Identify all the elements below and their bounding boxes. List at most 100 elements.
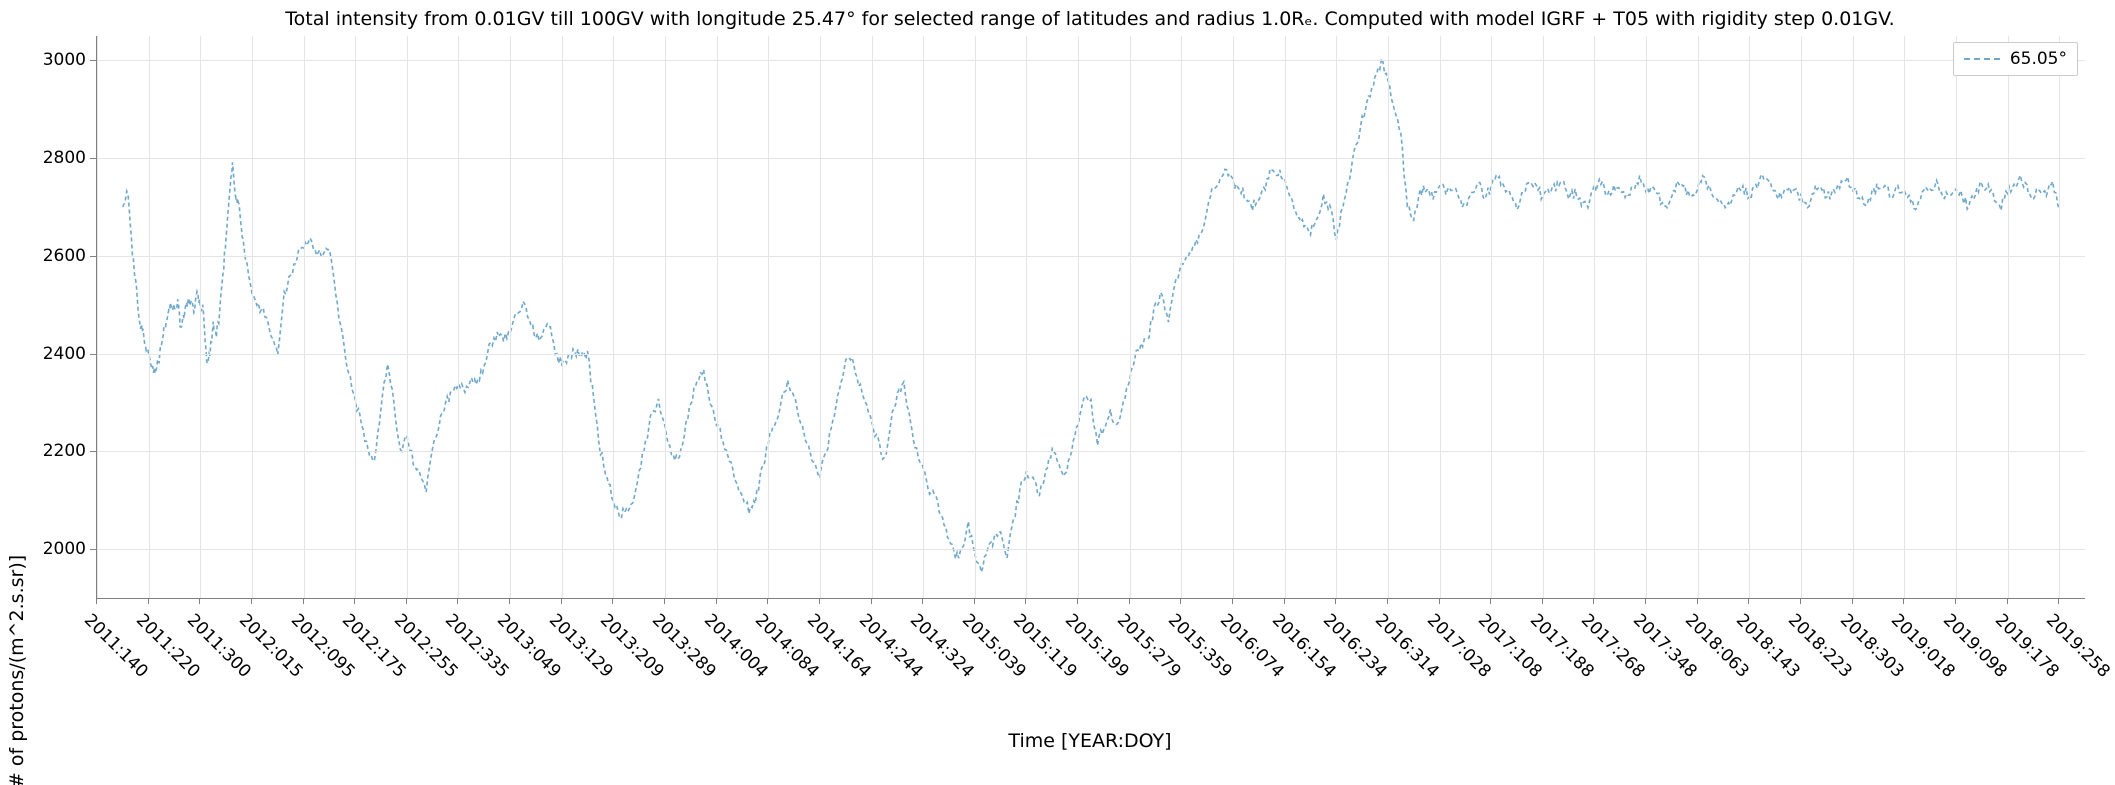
x-gridline xyxy=(252,36,253,598)
x-gridline xyxy=(820,36,821,598)
x-tick xyxy=(1335,598,1336,604)
x-gridline xyxy=(1801,36,1802,598)
x-gridline xyxy=(872,36,873,598)
x-gridline xyxy=(1543,36,1544,598)
legend-label: 65.05° xyxy=(2010,49,2067,69)
x-gridline xyxy=(2008,36,2009,598)
y-gridline xyxy=(97,60,2085,61)
x-tick xyxy=(251,598,252,604)
x-tick xyxy=(1593,598,1594,604)
x-tick xyxy=(922,598,923,604)
x-gridline xyxy=(1853,36,1854,598)
x-tick xyxy=(2007,598,2008,604)
y-tick xyxy=(90,60,96,61)
x-gridline xyxy=(1594,36,1595,598)
x-tick xyxy=(1645,598,1646,604)
x-gridline xyxy=(355,36,356,598)
y-gridline xyxy=(97,158,2085,159)
x-gridline xyxy=(1336,36,1337,598)
x-gridline xyxy=(2059,36,2060,598)
x-gridline xyxy=(1388,36,1389,598)
x-gridline xyxy=(1440,36,1441,598)
x-tick xyxy=(96,598,97,604)
y-gridline xyxy=(97,451,2085,452)
x-gridline xyxy=(510,36,511,598)
x-gridline xyxy=(768,36,769,598)
x-gridline xyxy=(1285,36,1286,598)
x-tick xyxy=(1490,598,1491,604)
x-tick xyxy=(1697,598,1698,604)
x-tick xyxy=(1542,598,1543,604)
x-gridline xyxy=(458,36,459,598)
x-tick xyxy=(2058,598,2059,604)
x-tick xyxy=(819,598,820,604)
x-tick xyxy=(1903,598,1904,604)
x-tick xyxy=(1232,598,1233,604)
y-tick-label: 3000 xyxy=(40,50,86,70)
x-tick xyxy=(1025,598,1026,604)
y-tick-label: 2400 xyxy=(40,344,86,364)
x-tick xyxy=(561,598,562,604)
x-gridline xyxy=(1130,36,1131,598)
x-gridline xyxy=(975,36,976,598)
x-tick xyxy=(1387,598,1388,604)
plot-area xyxy=(96,36,2085,599)
x-tick xyxy=(716,598,717,604)
x-gridline xyxy=(1646,36,1647,598)
x-tick xyxy=(1439,598,1440,604)
chart-title: Total intensity from 0.01GV till 100GV w… xyxy=(285,8,1894,30)
x-tick xyxy=(1955,598,1956,604)
x-gridline xyxy=(1233,36,1234,598)
x-gridline xyxy=(665,36,666,598)
x-gridline xyxy=(97,36,98,598)
x-gridline xyxy=(1181,36,1182,598)
x-axis-label: Time [YEAR:DOY] xyxy=(1008,730,1171,752)
x-tick xyxy=(871,598,872,604)
x-tick xyxy=(199,598,200,604)
x-gridline xyxy=(200,36,201,598)
x-tick xyxy=(612,598,613,604)
x-gridline xyxy=(304,36,305,598)
y-tick-label: 2200 xyxy=(40,441,86,461)
x-tick xyxy=(767,598,768,604)
y-tick xyxy=(90,354,96,355)
x-gridline xyxy=(1026,36,1027,598)
x-tick xyxy=(1800,598,1801,604)
x-gridline xyxy=(1904,36,1905,598)
y-tick-label: 2000 xyxy=(40,539,86,559)
x-tick xyxy=(406,598,407,604)
y-tick xyxy=(90,158,96,159)
x-tick xyxy=(1129,598,1130,604)
x-tick xyxy=(509,598,510,604)
x-tick xyxy=(1077,598,1078,604)
x-gridline xyxy=(1078,36,1079,598)
x-tick xyxy=(1284,598,1285,604)
x-gridline xyxy=(613,36,614,598)
y-gridline xyxy=(97,354,2085,355)
y-axis-label: Total intensity from 0.01GV till 100GV [… xyxy=(6,598,28,785)
y-tick xyxy=(90,256,96,257)
x-tick xyxy=(1748,598,1749,604)
figure: Total intensity from 0.01GV till 100GV w… xyxy=(0,0,2115,785)
x-gridline xyxy=(1698,36,1699,598)
x-gridline xyxy=(562,36,563,598)
legend: 65.05° xyxy=(1953,42,2078,76)
x-tick xyxy=(664,598,665,604)
x-gridline xyxy=(1491,36,1492,598)
y-tick-label: 2800 xyxy=(40,148,86,168)
x-gridline xyxy=(717,36,718,598)
x-gridline xyxy=(149,36,150,598)
x-tick xyxy=(1852,598,1853,604)
x-tick xyxy=(974,598,975,604)
y-gridline xyxy=(97,256,2085,257)
x-tick xyxy=(1180,598,1181,604)
legend-line-sample xyxy=(1964,58,2000,60)
x-gridline xyxy=(923,36,924,598)
y-tick-label: 2600 xyxy=(40,246,86,266)
x-tick xyxy=(303,598,304,604)
x-tick xyxy=(457,598,458,604)
x-gridline xyxy=(407,36,408,598)
x-tick xyxy=(148,598,149,604)
y-gridline xyxy=(97,549,2085,550)
x-gridline xyxy=(1956,36,1957,598)
